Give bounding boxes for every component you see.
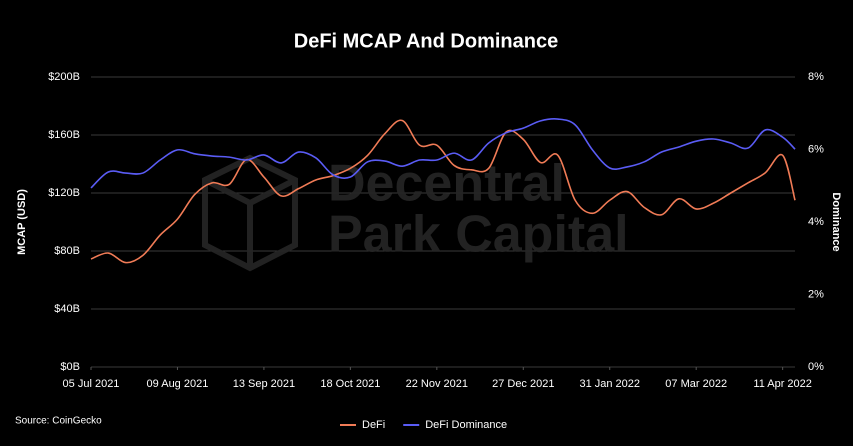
y2-tick-label: 0% xyxy=(808,361,824,373)
watermark-text: Park Capital xyxy=(328,206,629,264)
y2-axis-label: Dominance xyxy=(830,192,842,251)
grid xyxy=(91,76,795,368)
x-tick-label: 31 Jan 2022 xyxy=(579,378,640,390)
y-tick-label: $40B xyxy=(54,303,80,315)
legend: DeFi DeFi Dominance xyxy=(340,419,507,431)
x-tick-label: 22 Nov 2021 xyxy=(406,378,468,390)
x-tick-label: 27 Dec 2021 xyxy=(492,378,554,390)
source-note: Source: CoinGecko xyxy=(15,416,102,427)
y-tick-label: $0B xyxy=(60,361,80,373)
y2-tick-label: 8% xyxy=(808,71,824,83)
y-axis-label: MCAP (USD) xyxy=(16,189,28,255)
y2-tick-label: 4% xyxy=(808,216,824,228)
y-tick-label: $120B xyxy=(48,187,80,199)
x-tick-label: 09 Aug 2021 xyxy=(147,378,209,390)
legend-label: DeFi xyxy=(362,419,385,431)
x-tick-label: 11 Apr 2022 xyxy=(753,378,812,390)
y-tick-label: $80B xyxy=(54,245,80,257)
x-tick-label: 05 Jul 2021 xyxy=(63,378,120,390)
y2-tick-label: 2% xyxy=(808,288,824,300)
watermark-logo xyxy=(202,154,298,272)
watermark-text: Decentral xyxy=(328,155,565,213)
x-tick-label: 18 Oct 2021 xyxy=(320,378,380,390)
series-line xyxy=(90,119,796,264)
watermark: Decentral Park Capital xyxy=(202,154,629,272)
y-tick-label: $200B xyxy=(48,71,80,83)
y2-tick-label: 6% xyxy=(808,143,824,155)
y-tick-label: $160B xyxy=(48,129,80,141)
x-tick-label: 13 Sep 2021 xyxy=(233,378,295,390)
chart-title: DeFi MCAP And Dominance xyxy=(294,30,558,52)
series-line xyxy=(90,118,796,189)
legend-label: DeFi Dominance xyxy=(425,419,507,431)
x-tick-label: 07 Mar 2022 xyxy=(665,378,727,390)
